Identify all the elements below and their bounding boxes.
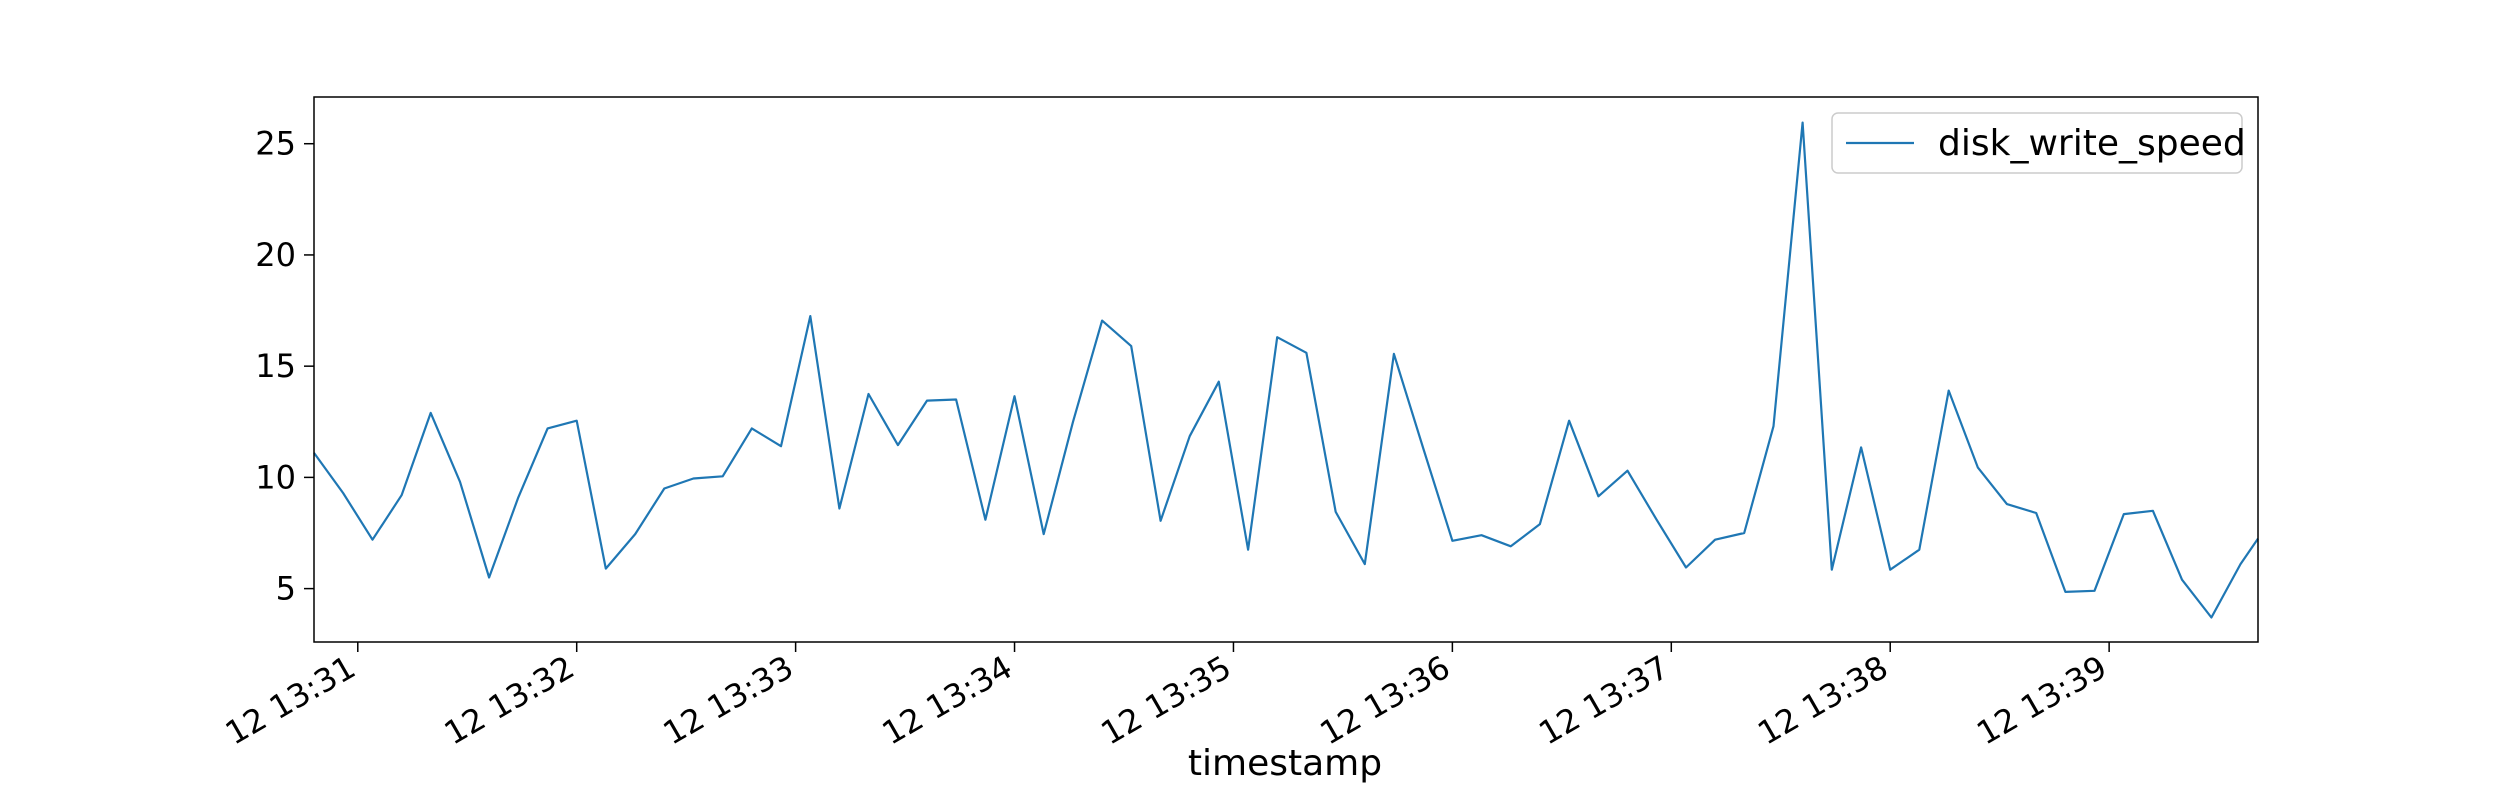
x-tick-label: 12 13:38 [1751,648,1894,752]
y-tick-label: 5 [276,570,296,608]
y-tick-label: 15 [255,347,296,385]
y-axis: 5 10 15 20 25 [255,125,314,608]
legend: disk_write_speed [1831,112,2246,174]
plot-area [313,96,2259,643]
y-tick-label: 25 [255,125,296,163]
series-line-0 [313,121,2259,619]
x-tick-label: 12 13:39 [1970,648,2113,752]
legend-label: disk_write_speed [1938,123,2246,164]
x-tick-label: 12 13:34 [876,648,1019,752]
x-tick-label: 12 13:36 [1313,648,1456,752]
x-tick-label: 12 13:35 [1095,648,1238,752]
x-tick-label: 12 13:32 [438,648,581,752]
x-axis: 12 13:31 12 13:32 12 13:33 12 13:34 12 13:35… [219,642,2113,752]
x-tick-label: 12 13:31 [219,648,362,752]
legend-box [1831,112,2243,174]
x-tick-label: 12 13:37 [1532,648,1675,752]
plot-frame [313,96,2259,643]
y-tick-label: 20 [255,236,296,274]
y-tick-label: 10 [255,458,296,496]
x-tick-label: 12 13:33 [657,648,800,752]
x-axis-title: timestamp [1188,743,1382,784]
